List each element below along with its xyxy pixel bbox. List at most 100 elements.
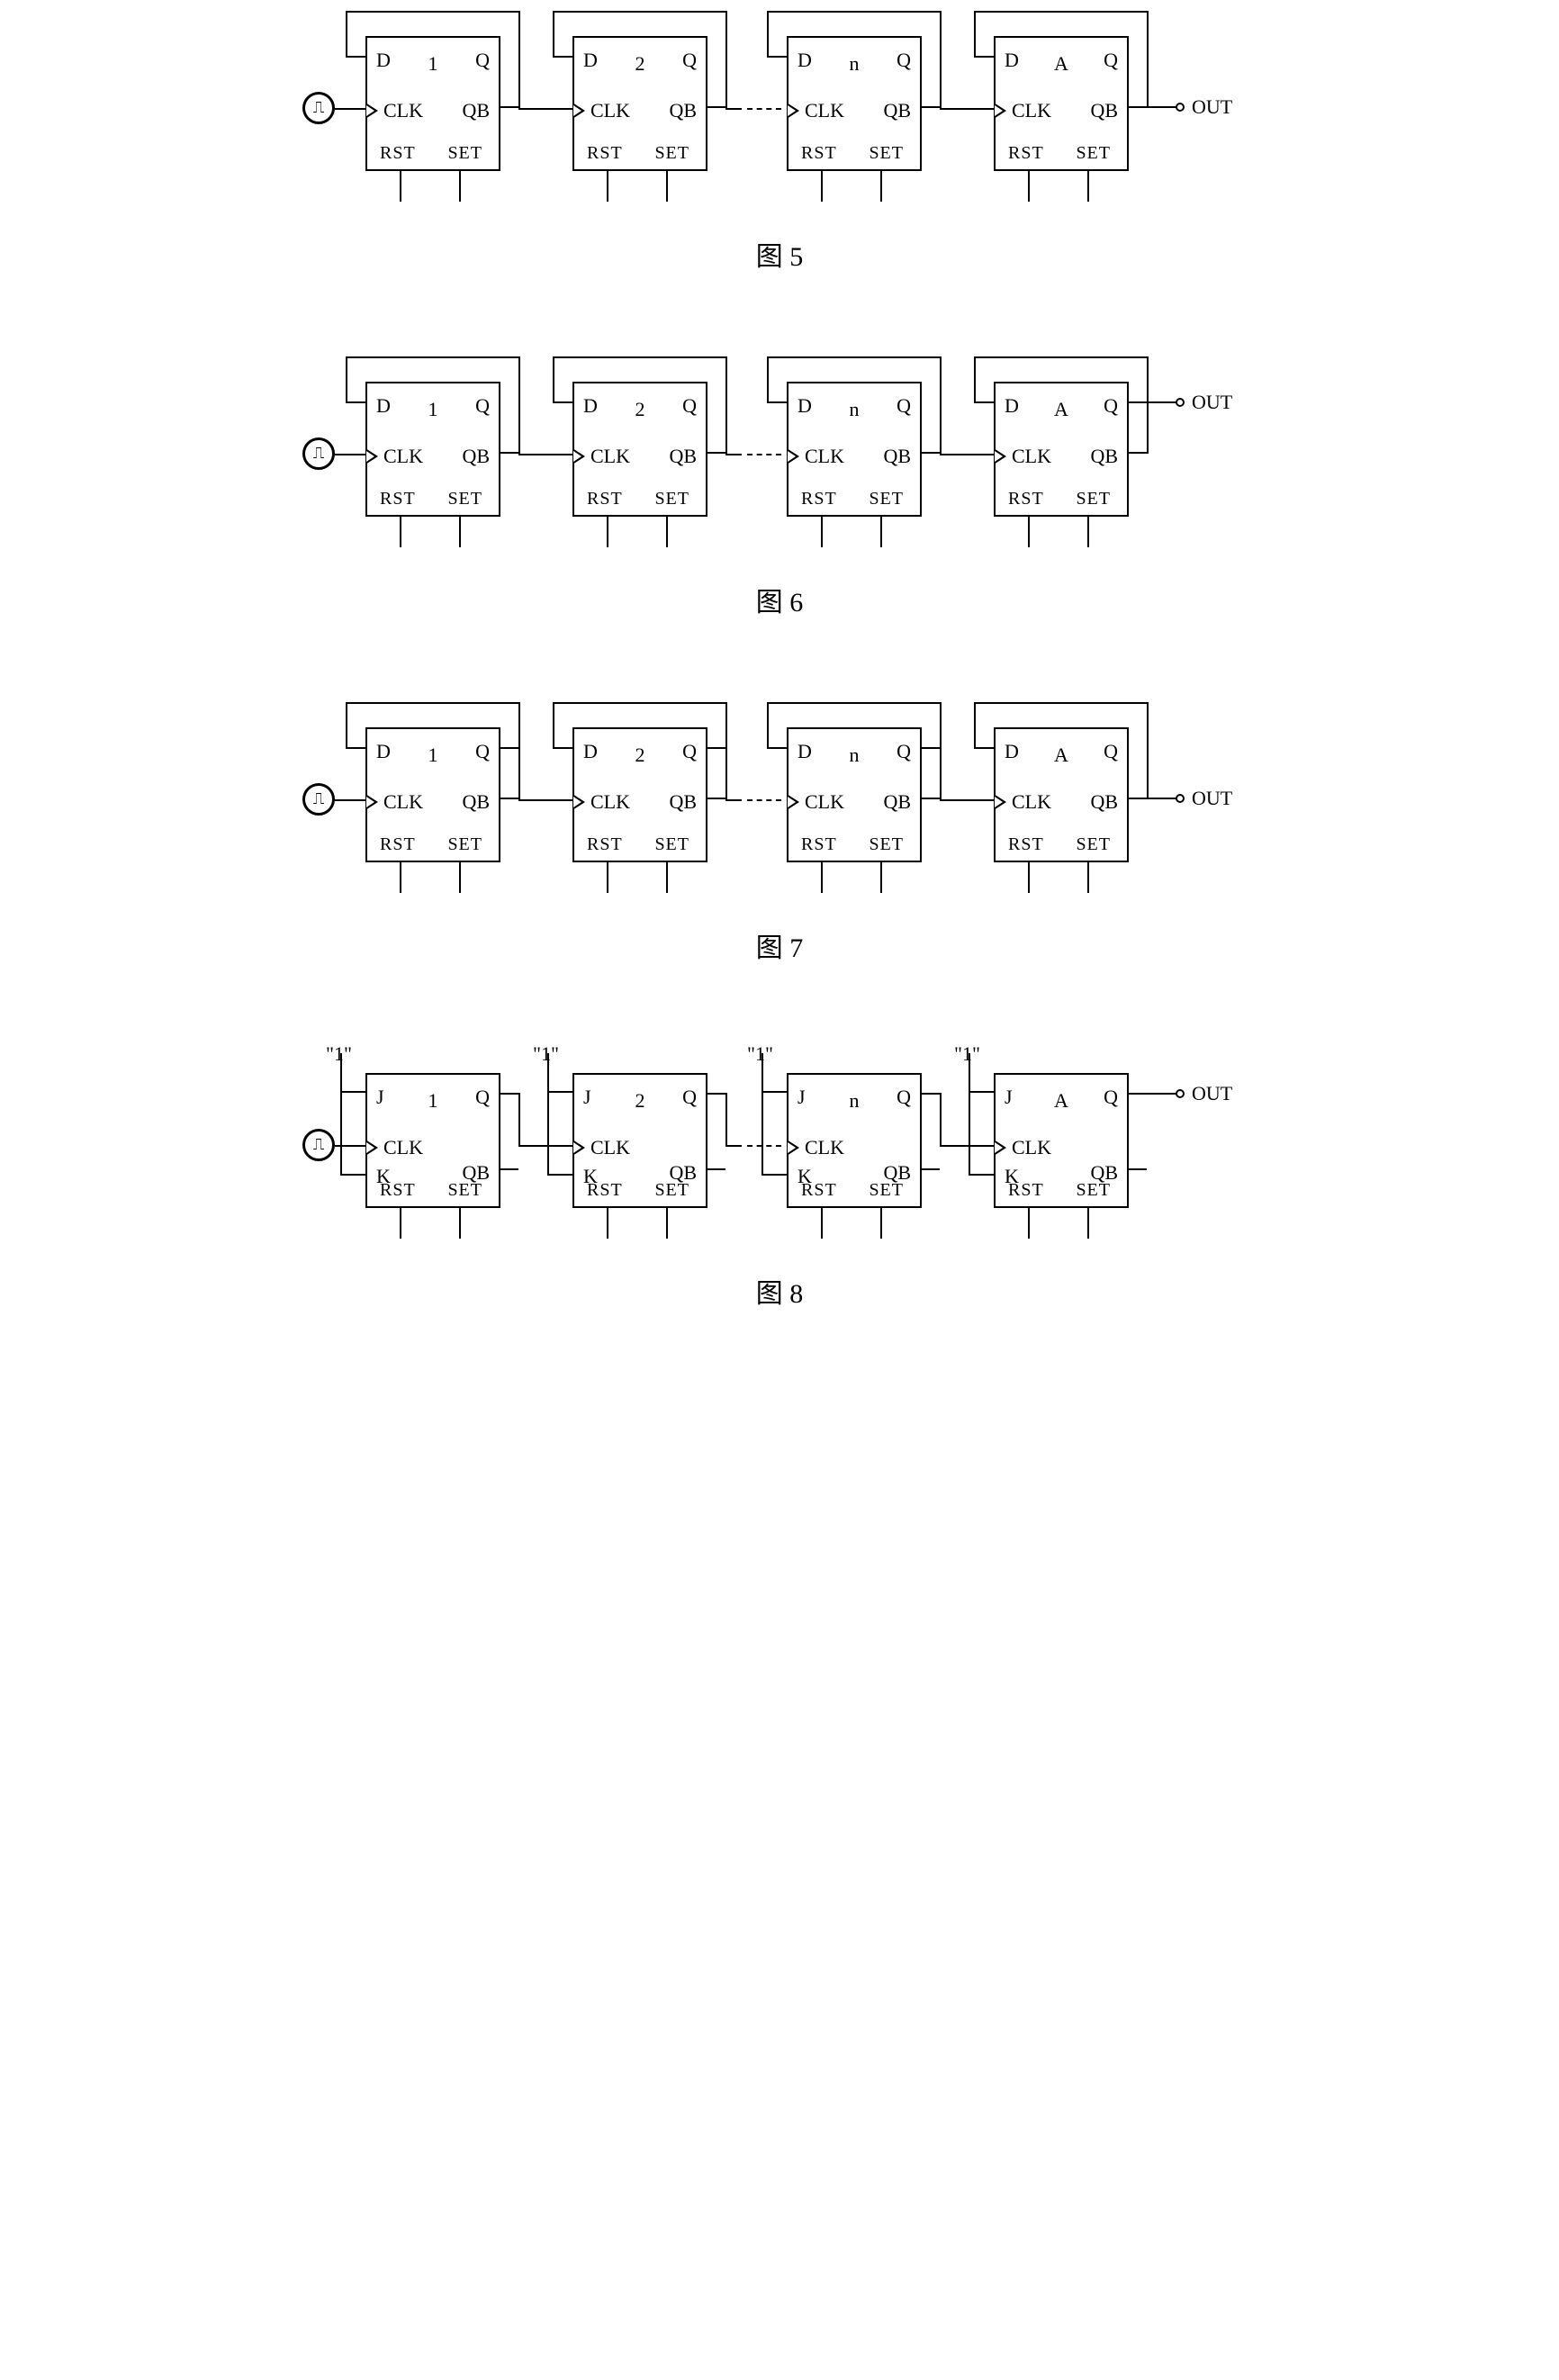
stub-rst	[607, 169, 608, 202]
flipflop-wrap: DQCLKQBRSTSETn	[787, 382, 922, 517]
clk-triangle-icon	[994, 448, 1006, 464]
pin-set: SET	[869, 834, 904, 855]
pin-clk: CLK	[383, 790, 423, 814]
cascade-out	[922, 452, 942, 454]
cascade-wire	[940, 108, 994, 110]
pin-set: SET	[654, 143, 689, 164]
ff-index: 1	[367, 1089, 499, 1113]
pin-qb: QB	[462, 99, 490, 122]
flipflop-wrap: DQCLKQBRSTSETAOUT	[994, 382, 1129, 517]
stub-rst	[821, 169, 823, 202]
pin-rst: RST	[1008, 143, 1044, 164]
clock-source-icon: ⎍	[302, 783, 335, 816]
pin-clk: CLK	[383, 99, 423, 122]
loop-drop	[553, 356, 554, 403]
figure-caption: 图 6	[302, 580, 1257, 619]
d-flipflop: DQCLKQBRSTSET1	[365, 727, 500, 862]
jk-flipflop: JQCLKQBKRSTSET2	[572, 1073, 707, 1208]
pin-qb: QB	[1090, 790, 1118, 814]
stub-set	[459, 861, 461, 893]
pin-qb: QB	[669, 445, 697, 468]
loop-drop	[725, 11, 727, 108]
pin-rst: RST	[1008, 489, 1044, 509]
pin-qb: QB	[669, 99, 697, 122]
pin-rst: RST	[801, 834, 837, 855]
stub-rst	[1028, 861, 1030, 893]
logic-one-label: "1"	[747, 1042, 773, 1066]
pin-rst: RST	[587, 834, 623, 855]
stub-rst	[607, 515, 608, 547]
loop-drop	[940, 356, 942, 454]
clk-triangle-icon	[572, 103, 585, 119]
stub-rst	[400, 515, 401, 547]
logic-one-label: "1"	[326, 1042, 352, 1066]
pin-clk: CLK	[590, 445, 630, 468]
flipflop-wrap: DQCLKQBRSTSET1	[365, 382, 500, 517]
jk-tie	[340, 1091, 365, 1176]
ff-index: A	[996, 398, 1127, 421]
out-wire	[1129, 106, 1179, 108]
flipflop-wrap: DQCLKQBRSTSETn	[787, 36, 922, 171]
loop-drop	[518, 11, 520, 108]
figure-caption: 图 5	[302, 234, 1257, 274]
loop-drop	[1147, 356, 1149, 454]
loop-drop	[346, 356, 347, 403]
clk-triangle-icon	[572, 794, 585, 810]
stub-set	[880, 861, 882, 893]
feedback-loop	[974, 702, 1149, 727]
loop-drop	[518, 356, 520, 454]
pin-clk: CLK	[805, 99, 844, 122]
pin-rst: RST	[1008, 1180, 1044, 1201]
ff-index: A	[996, 52, 1127, 76]
pin-qb: QB	[462, 445, 490, 468]
pin-clk: CLK	[805, 790, 844, 814]
flipflop-wrap: "1"JQCLKQBKRSTSET2	[572, 1073, 707, 1208]
pin-clk: CLK	[1012, 790, 1051, 814]
loop-drop	[974, 702, 976, 749]
out-label: OUT	[1192, 391, 1232, 414]
fig8: ⎍"1"JQCLKQBKRSTSET1"1"JQCLKQBKRSTSET2"1"…	[302, 1073, 1257, 1311]
feedback-loop	[974, 356, 1149, 382]
d-flipflop: DQCLKQBRSTSETA	[994, 382, 1129, 517]
flipflop-wrap: DQCLKQBRSTSET2	[572, 727, 707, 862]
pin-rst: RST	[587, 1180, 623, 1201]
feedback-loop	[767, 356, 942, 382]
stub-set	[459, 1206, 461, 1239]
jk-tie	[969, 1091, 994, 1176]
clk-triangle-icon	[994, 103, 1006, 119]
cascade-wire	[518, 108, 572, 110]
cascade-out	[922, 106, 942, 108]
pin-qb: QB	[883, 445, 911, 468]
flipflop-wrap: DQCLKQBRSTSET2	[572, 382, 707, 517]
loop-drop	[974, 356, 976, 403]
out-node	[1176, 794, 1185, 803]
stub-set	[666, 1206, 668, 1239]
clock-wave-icon: ⎍	[313, 445, 325, 461]
flipflop-wrap: DQCLKQBRSTSET1	[365, 727, 500, 862]
pin-qb: QB	[883, 790, 911, 814]
stub-set	[880, 515, 882, 547]
ff-index: A	[996, 744, 1127, 767]
flipflop-wrap: "1"JQCLKQBKRSTSET1	[365, 1073, 500, 1208]
pin-rst: RST	[380, 143, 416, 164]
pin-qb: QB	[462, 790, 490, 814]
stub-set	[666, 515, 668, 547]
clk-triangle-icon	[787, 794, 799, 810]
fig5: ⎍DQCLKQBRSTSET1DQCLKQBRSTSET2DQCLKQBRSTS…	[302, 36, 1257, 274]
cascade-wire	[518, 454, 572, 455]
d-flipflop: DQCLKQBRSTSET2	[572, 36, 707, 171]
ff-index: 1	[367, 398, 499, 421]
flipflop-wrap: DQCLKQBRSTSETAOUT	[994, 727, 1129, 862]
pin-set: SET	[447, 1180, 482, 1201]
cascade-out	[922, 747, 942, 749]
ff-index: 2	[574, 398, 706, 421]
d-flipflop: DQCLKQBRSTSET2	[572, 727, 707, 862]
loop-drop	[725, 356, 727, 454]
d-flipflop: DQCLKQBRSTSET1	[365, 382, 500, 517]
clock-wave-icon: ⎍	[313, 1136, 325, 1152]
qb-stub	[707, 1168, 725, 1170]
pin-clk: CLK	[590, 790, 630, 814]
pin-set: SET	[447, 143, 482, 164]
pin-qb: QB	[669, 790, 697, 814]
pin-set: SET	[869, 489, 904, 509]
